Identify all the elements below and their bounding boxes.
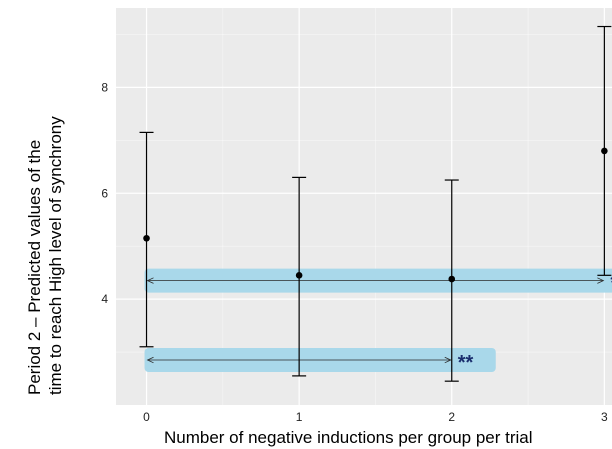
comparison-arrowhead-right-1 (597, 277, 605, 284)
x-tick-label-2: 2 (448, 410, 455, 424)
errorbar-layer (139, 25, 612, 382)
comparison-label-1: ** (610, 273, 612, 295)
comparison-arrowhead-left-0 (146, 356, 154, 364)
plot-panel (116, 8, 612, 405)
x-tick-label-0: 0 (143, 410, 150, 424)
comparison-arrowhead-left-1 (146, 277, 154, 284)
comparison-arrowhead-right-0 (444, 356, 452, 364)
comparison-layer: ** ** (144, 268, 612, 374)
y-tick-label-8: 8 (101, 80, 108, 94)
data-point-2 (448, 275, 456, 283)
data-point-0 (143, 234, 150, 242)
y-axis-title-line-2: time to reach High level of synchrony (46, 116, 65, 395)
x-tick-label-1: 1 (296, 410, 303, 424)
x-tick-label-3: 3 (601, 410, 608, 424)
x-axis-title: Number of negative inductions per group … (164, 428, 533, 447)
comparison-label-0: ** (458, 352, 474, 374)
y-axis-title-line-1: Period 2 – Predicted values of the (25, 140, 44, 395)
data-point-3 (601, 147, 608, 155)
y-tick-label-4: 4 (101, 292, 108, 306)
y-tick-label-6: 6 (101, 186, 108, 200)
data-point-1 (295, 272, 303, 279)
tick-layer: 0 1 2 3 4 6 8 (101, 80, 608, 424)
